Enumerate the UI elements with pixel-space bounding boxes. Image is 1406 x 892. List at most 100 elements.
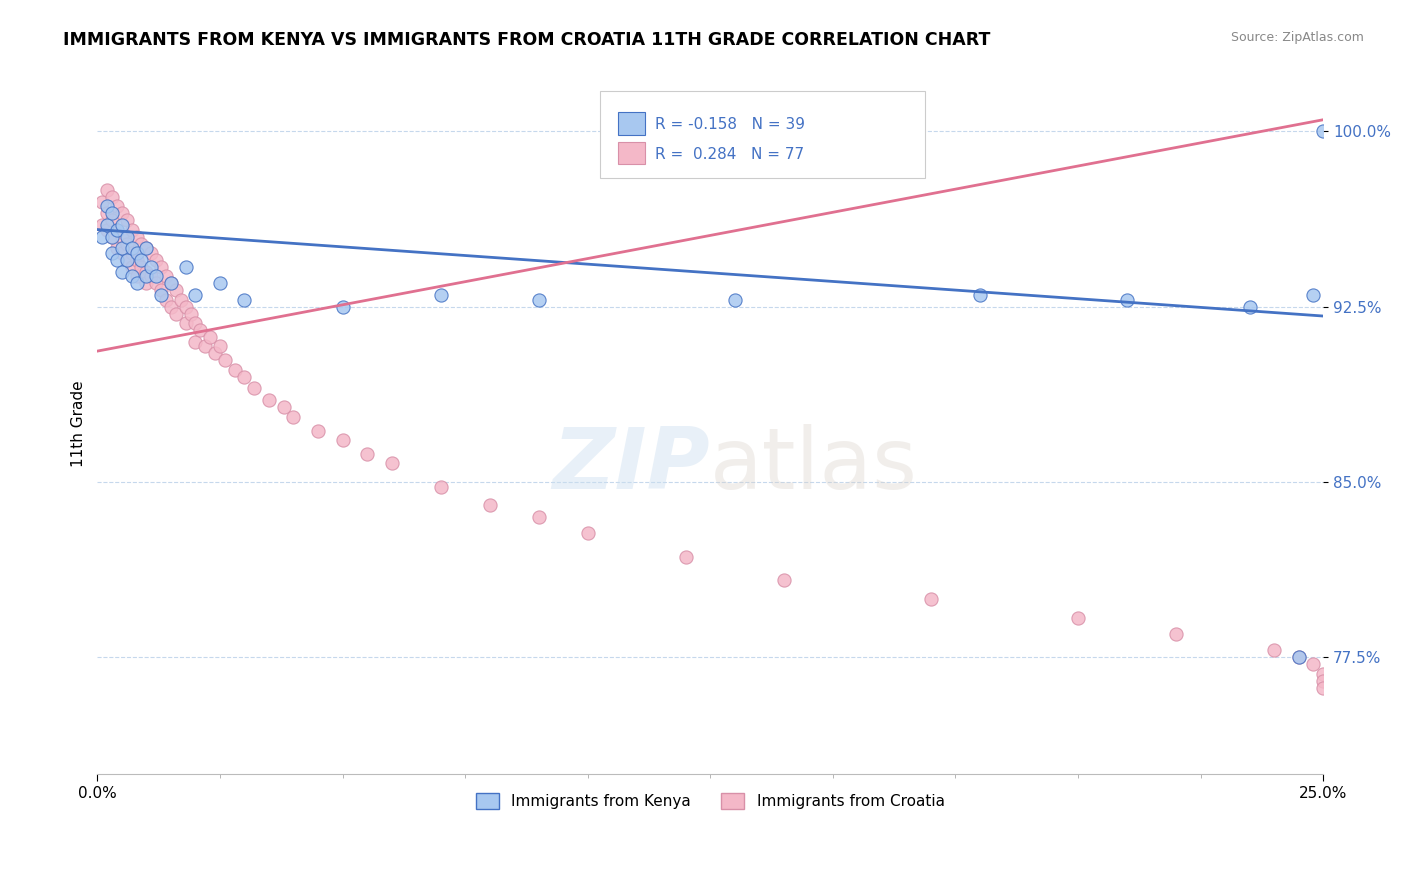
Point — [121, 260, 143, 274]
Point — [115, 213, 138, 227]
Text: IMMIGRANTS FROM KENYA VS IMMIGRANTS FROM CROATIA 11TH GRADE CORRELATION CHART: IMMIGRANTS FROM KENYA VS IMMIGRANTS FROM… — [63, 31, 991, 49]
Point — [478, 499, 501, 513]
Point — [141, 260, 163, 274]
Text: atlas: atlas — [710, 424, 918, 508]
Point — [91, 218, 114, 232]
Point — [155, 269, 177, 284]
Point — [1288, 650, 1310, 665]
Point — [1312, 673, 1334, 688]
Point — [111, 265, 134, 279]
Point — [101, 213, 124, 227]
Point — [125, 252, 148, 267]
Point — [125, 277, 148, 291]
Point — [150, 260, 173, 274]
Point — [165, 283, 187, 297]
Y-axis label: 11th Grade: 11th Grade — [72, 380, 86, 467]
Point — [307, 424, 329, 438]
Point — [105, 222, 128, 236]
Point — [101, 190, 124, 204]
Point — [204, 346, 226, 360]
Point — [135, 277, 157, 291]
Text: ZIP: ZIP — [553, 424, 710, 508]
Point — [101, 206, 124, 220]
Point — [150, 288, 173, 302]
Text: R = -0.158   N = 39: R = -0.158 N = 39 — [655, 118, 806, 132]
Point — [188, 323, 211, 337]
Point — [145, 252, 167, 267]
Point — [1302, 657, 1324, 672]
Point — [125, 269, 148, 284]
Point — [174, 260, 197, 274]
Point — [121, 269, 143, 284]
Point — [105, 222, 128, 236]
Bar — [619, 112, 645, 135]
Point — [145, 277, 167, 291]
Point — [160, 277, 183, 291]
Point — [356, 447, 378, 461]
Point — [184, 316, 207, 330]
Point — [111, 206, 134, 220]
Point — [283, 409, 305, 424]
Point — [273, 400, 295, 414]
Point — [105, 199, 128, 213]
Point — [101, 229, 124, 244]
Point — [1067, 610, 1090, 624]
Point — [96, 199, 118, 213]
Point — [198, 330, 221, 344]
FancyBboxPatch shape — [600, 90, 925, 178]
Point — [125, 229, 148, 244]
Point — [115, 252, 138, 267]
Point — [105, 241, 128, 255]
Point — [208, 277, 231, 291]
Point — [135, 269, 157, 284]
Point — [920, 591, 942, 606]
Point — [243, 382, 266, 396]
Point — [184, 334, 207, 349]
Point — [429, 480, 451, 494]
Point — [208, 339, 231, 353]
Point — [101, 246, 124, 260]
Point — [257, 393, 280, 408]
Point — [184, 288, 207, 302]
Point — [1312, 681, 1334, 695]
Point — [1166, 627, 1188, 641]
Point — [131, 260, 153, 274]
Point — [429, 288, 451, 302]
Point — [145, 269, 167, 284]
Point — [96, 206, 118, 220]
Point — [1302, 288, 1324, 302]
Point — [135, 241, 157, 255]
Point — [576, 526, 599, 541]
Point — [174, 316, 197, 330]
Point — [332, 433, 354, 447]
Point — [111, 218, 134, 232]
Point — [194, 339, 217, 353]
Point — [135, 265, 157, 279]
Point — [121, 222, 143, 236]
Point — [131, 252, 153, 267]
Point — [111, 241, 134, 255]
Point — [170, 293, 193, 307]
Point — [115, 229, 138, 244]
Point — [214, 353, 236, 368]
Point — [135, 241, 157, 255]
Point — [111, 246, 134, 260]
Point — [91, 229, 114, 244]
Point — [115, 252, 138, 267]
Point — [527, 510, 550, 524]
Point — [165, 307, 187, 321]
Point — [96, 218, 118, 232]
Point — [91, 194, 114, 209]
Text: R =  0.284   N = 77: R = 0.284 N = 77 — [655, 147, 804, 161]
Point — [1288, 650, 1310, 665]
Point — [121, 241, 143, 255]
Point — [115, 236, 138, 251]
Legend: Immigrants from Kenya, Immigrants from Croatia: Immigrants from Kenya, Immigrants from C… — [470, 788, 950, 815]
Point — [131, 236, 153, 251]
Point — [527, 293, 550, 307]
Point — [101, 229, 124, 244]
Point — [969, 288, 991, 302]
Point — [1239, 300, 1261, 314]
Point — [724, 293, 747, 307]
Point — [1116, 293, 1139, 307]
